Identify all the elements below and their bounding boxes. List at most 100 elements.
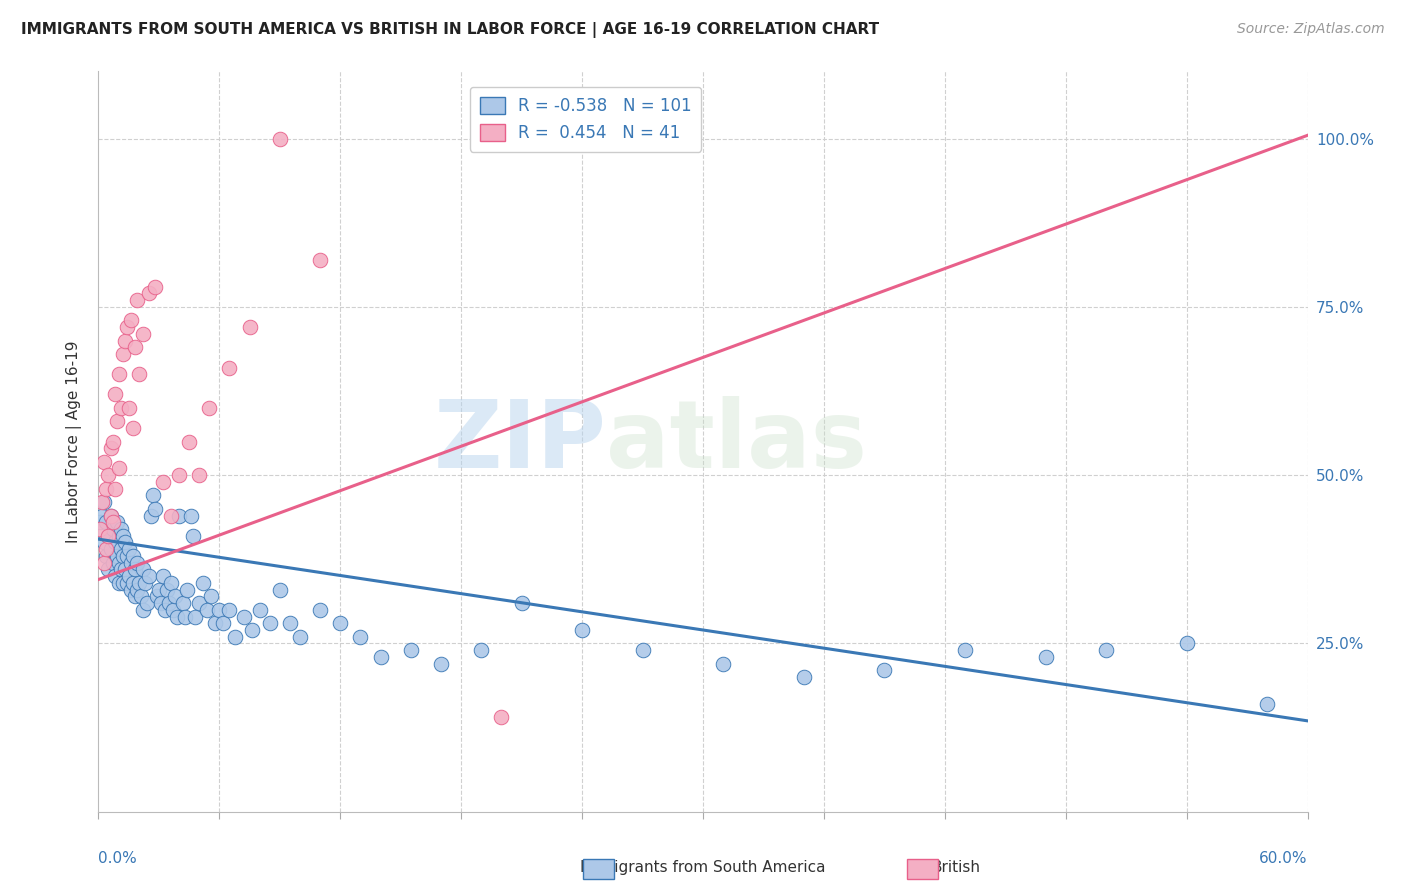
Point [125,582,148,597]
Point [96,482,118,496]
Point [125,556,148,570]
Point [152,475,174,489]
Point [96,549,118,563]
Point [121,549,143,563]
Point [176,582,198,597]
Point [96,542,118,557]
Point [218,360,240,375]
Point [97,468,120,483]
Point [97,529,120,543]
Point [160,575,183,590]
Point [132,603,155,617]
Point [269,131,291,145]
Point [118,401,141,415]
Point [103,535,125,549]
Text: 0.0%: 0.0% [98,851,138,865]
Text: ZIP: ZIP [433,395,606,488]
Point [160,508,183,523]
Point [96,516,118,530]
Point [711,657,734,671]
Point [124,340,146,354]
Point [212,616,235,631]
Point [120,582,142,597]
Point [97,529,120,543]
Text: 60.0%: 60.0% [1260,851,1308,865]
Point [148,582,170,597]
Point [149,596,172,610]
Point [115,549,138,563]
Point [129,590,152,604]
Point [105,516,128,530]
Point [91,495,114,509]
Point [89,516,111,530]
Point [132,326,155,341]
Point [103,482,125,496]
Point [100,542,122,557]
Point [181,529,204,543]
Point [107,368,129,382]
Point [91,508,114,523]
Point [101,516,124,530]
Point [103,569,125,583]
Point [188,468,211,483]
Point [124,590,146,604]
Point [128,575,150,590]
Point [93,455,115,469]
Point [125,293,148,308]
Point [115,320,138,334]
Point [269,582,291,597]
Point [631,643,654,657]
Point [101,434,124,449]
Point [399,643,422,657]
Point [101,522,124,536]
Point [128,368,150,382]
Point [110,401,132,415]
Point [152,569,174,583]
Point [100,508,122,523]
Point [111,549,134,563]
Point [873,664,896,678]
Point [309,252,332,267]
Point [571,623,593,637]
Point [132,562,155,576]
Point [107,575,129,590]
Point [163,590,186,604]
Point [107,556,129,570]
Text: Immigrants from South America: Immigrants from South America [581,860,825,874]
Y-axis label: In Labor Force | Age 16-19: In Labor Force | Age 16-19 [66,340,82,543]
Point [111,529,134,543]
Point [1256,697,1278,711]
Point [156,582,179,597]
Point [142,488,165,502]
Point [162,603,184,617]
Point [107,461,129,475]
Point [208,603,231,617]
Point [120,556,142,570]
Point [470,643,492,657]
Point [111,575,134,590]
Point [167,508,190,523]
Text: Source: ZipAtlas.com: Source: ZipAtlas.com [1237,22,1385,37]
Point [105,549,128,563]
Point [120,313,142,327]
Point [114,334,136,348]
Point [224,630,246,644]
Point [174,609,197,624]
Point [180,508,202,523]
Point [184,609,207,624]
Point [793,670,815,684]
Point [157,596,180,610]
Point [107,529,129,543]
Point [249,603,271,617]
Point [370,649,392,664]
Point [110,562,132,576]
Point [118,542,141,557]
Point [204,616,226,631]
Point [138,569,160,583]
Point [1175,636,1198,650]
Point [232,609,254,624]
Point [89,522,111,536]
Point [430,657,453,671]
Point [138,286,160,301]
Text: British: British [932,860,980,874]
